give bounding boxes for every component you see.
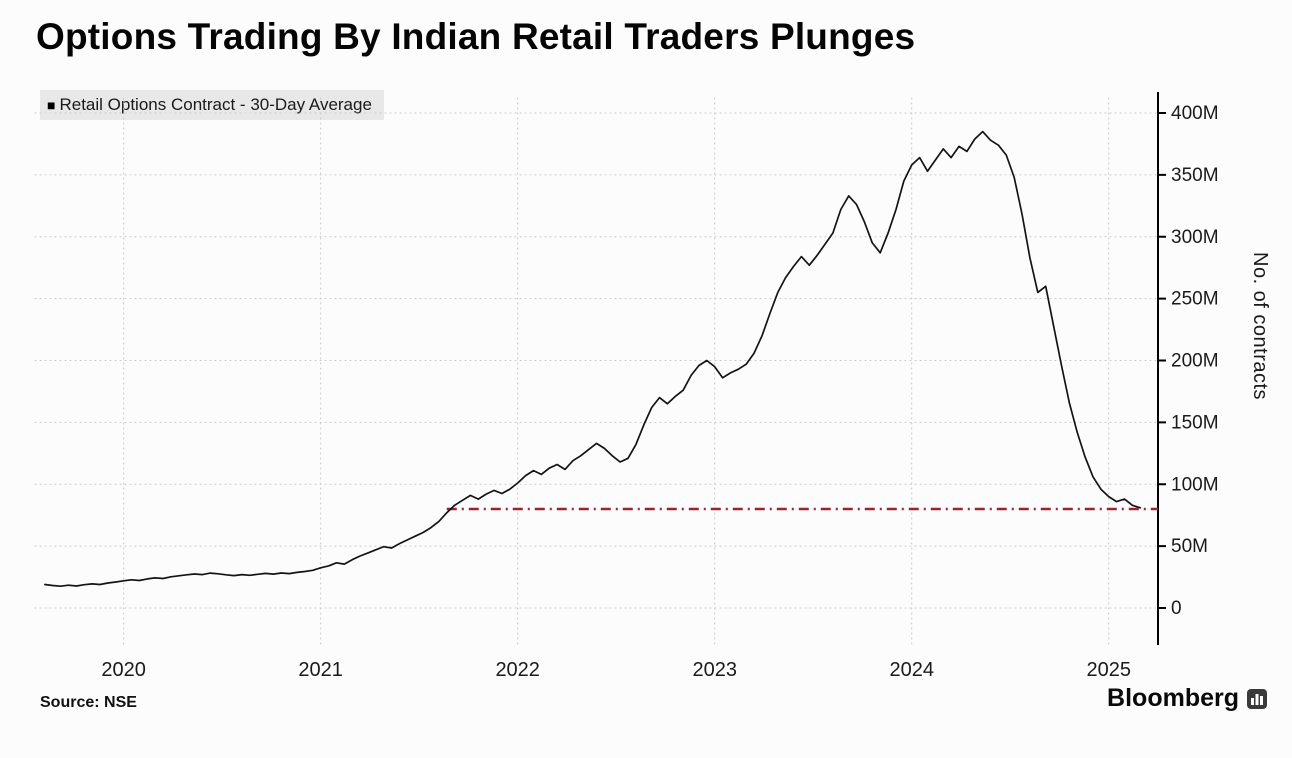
x-tick-label: 2024 [889,659,934,681]
chart-title: Options Trading By Indian Retail Traders… [36,16,916,57]
legend: ■ Retail Options Contract - 30-Day Avera… [40,90,384,120]
bloomberg-logo: Bloomberg [1107,684,1268,713]
legend-label: Retail Options Contract - 30-Day Average [59,95,372,114]
x-tick-label: 2025 [1086,659,1131,681]
line-chart-canvas: 0 50M 100M 150M 200M 250M 300M 350M 400M 2020 2021… [34,92,1219,681]
series-line [44,130,1142,588]
y-tick-label: 350M [1171,165,1219,186]
x-tick-label: 2021 [298,659,343,681]
y-tick-label: 250M [1171,289,1219,310]
bloomberg-wordmark: Bloomberg [1107,684,1239,712]
y-axis-title: No. of contracts [1249,252,1271,401]
source-note: Source: NSE [40,694,137,711]
y-tick-label: 50M [1171,536,1208,557]
y-tick-label: 100M [1171,474,1219,495]
bloomberg-terminal-icon [1247,688,1267,709]
y-tick-label: 300M [1171,227,1219,248]
x-tick-label: 2023 [692,659,737,681]
x-tick-label: 2022 [495,659,540,681]
y-tick-label: 400M [1171,103,1219,124]
y-tick-label: 150M [1171,412,1219,433]
y-tick-label: 0 [1171,598,1182,619]
legend-marker-icon: ■ [47,97,56,113]
x-tick-label: 2020 [101,659,146,681]
y-tick-label: 200M [1171,351,1219,372]
